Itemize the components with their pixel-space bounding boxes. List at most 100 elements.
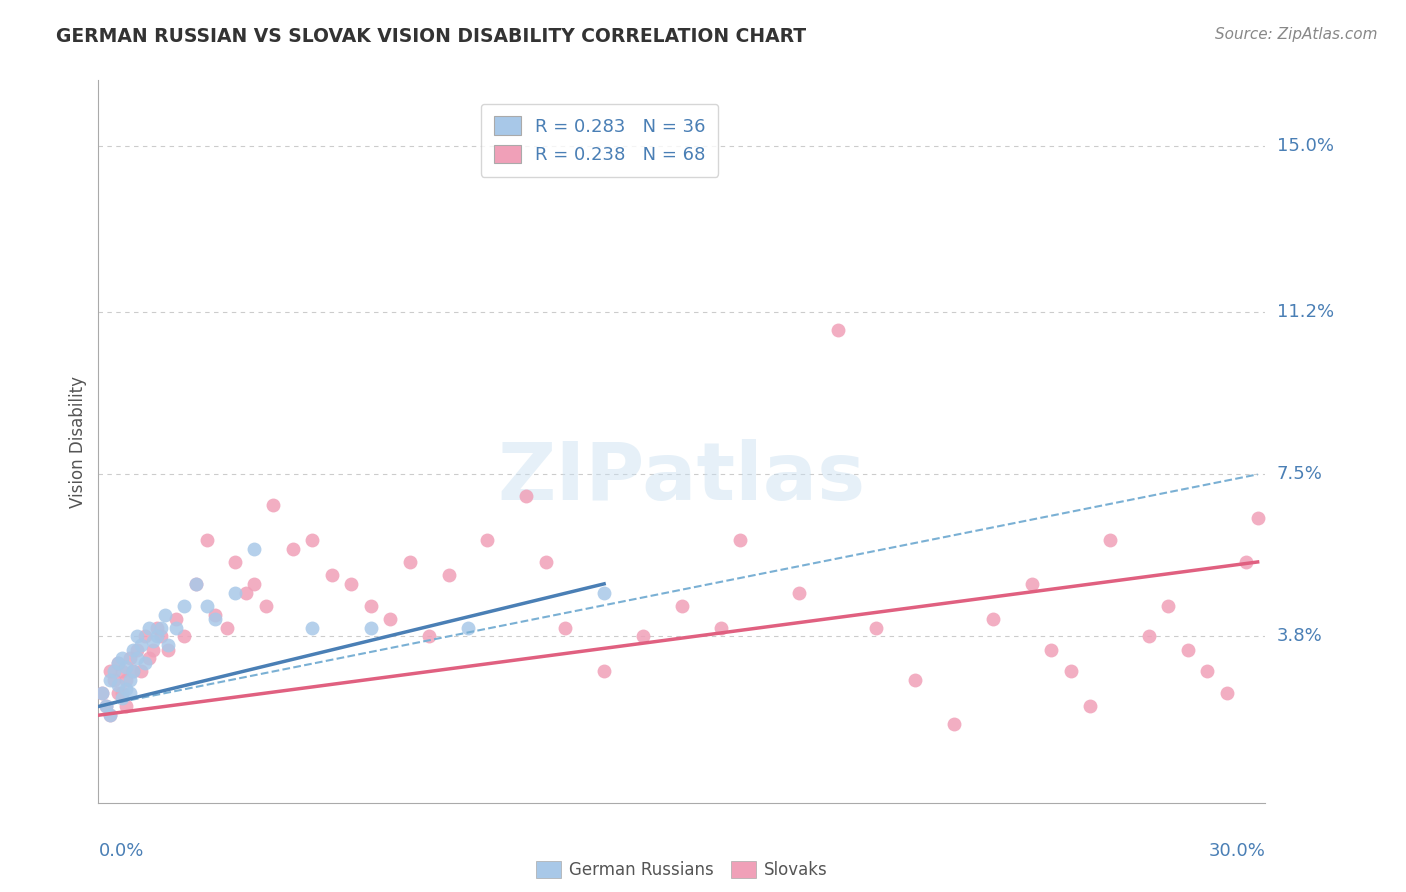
Point bbox=[1080, 699, 1102, 714]
Point bbox=[1215, 686, 1237, 700]
Point bbox=[98, 708, 121, 723]
Legend: German Russians, Slovaks: German Russians, Slovaks bbox=[529, 855, 835, 886]
Point bbox=[1040, 642, 1063, 657]
Text: 11.2%: 11.2% bbox=[1277, 303, 1334, 321]
Point bbox=[631, 629, 654, 643]
Point bbox=[1246, 511, 1268, 525]
Text: GERMAN RUSSIAN VS SLOVAK VISION DISABILITY CORRELATION CHART: GERMAN RUSSIAN VS SLOVAK VISION DISABILI… bbox=[56, 27, 807, 45]
Point bbox=[122, 665, 145, 679]
Point bbox=[114, 699, 136, 714]
Point bbox=[98, 665, 121, 679]
Point bbox=[165, 621, 187, 635]
Point bbox=[111, 690, 134, 705]
Point bbox=[118, 651, 141, 665]
Text: 0.0%: 0.0% bbox=[98, 842, 143, 860]
Point bbox=[281, 541, 304, 556]
Point bbox=[173, 629, 195, 643]
Point bbox=[360, 621, 382, 635]
Point bbox=[98, 708, 121, 723]
Point bbox=[91, 686, 114, 700]
Point bbox=[1060, 665, 1083, 679]
Point bbox=[437, 568, 460, 582]
Point bbox=[235, 585, 257, 599]
Point bbox=[943, 717, 966, 731]
Point bbox=[1098, 533, 1121, 547]
Point bbox=[184, 577, 207, 591]
Point bbox=[321, 568, 343, 582]
Point bbox=[301, 621, 323, 635]
Point bbox=[243, 577, 266, 591]
Point bbox=[865, 621, 887, 635]
Text: Source: ZipAtlas.com: Source: ZipAtlas.com bbox=[1215, 27, 1378, 42]
Text: ZIPatlas: ZIPatlas bbox=[498, 439, 866, 516]
Point bbox=[111, 651, 134, 665]
Point bbox=[134, 656, 156, 670]
Point bbox=[122, 665, 145, 679]
Point bbox=[107, 677, 129, 691]
Point bbox=[153, 607, 176, 622]
Point bbox=[243, 541, 266, 556]
Point bbox=[418, 629, 440, 643]
Point bbox=[457, 621, 479, 635]
Point bbox=[224, 585, 246, 599]
Text: 7.5%: 7.5% bbox=[1277, 466, 1323, 483]
Point bbox=[118, 686, 141, 700]
Point bbox=[127, 651, 149, 665]
Point bbox=[142, 633, 165, 648]
Point bbox=[98, 673, 121, 688]
Point bbox=[554, 621, 576, 635]
Point bbox=[1177, 642, 1199, 657]
Point bbox=[593, 665, 616, 679]
Point bbox=[1195, 665, 1218, 679]
Point bbox=[204, 607, 226, 622]
Y-axis label: Vision Disability: Vision Disability bbox=[69, 376, 87, 508]
Point bbox=[149, 629, 172, 643]
Point bbox=[477, 533, 499, 547]
Point bbox=[107, 656, 129, 670]
Point bbox=[91, 686, 114, 700]
Point bbox=[254, 599, 277, 613]
Point bbox=[1234, 555, 1257, 569]
Point bbox=[114, 660, 136, 674]
Point bbox=[114, 681, 136, 696]
Point bbox=[134, 629, 156, 643]
Point bbox=[1137, 629, 1160, 643]
Point bbox=[127, 642, 149, 657]
Point bbox=[114, 673, 136, 688]
Point bbox=[827, 323, 849, 337]
Point bbox=[215, 621, 238, 635]
Text: 30.0%: 30.0% bbox=[1209, 842, 1265, 860]
Point bbox=[262, 498, 284, 512]
Point bbox=[129, 665, 152, 679]
Text: 15.0%: 15.0% bbox=[1277, 137, 1333, 155]
Point bbox=[157, 638, 180, 652]
Point bbox=[96, 699, 118, 714]
Point bbox=[107, 686, 129, 700]
Point bbox=[787, 585, 810, 599]
Point bbox=[184, 577, 207, 591]
Point bbox=[671, 599, 693, 613]
Point bbox=[904, 673, 927, 688]
Point bbox=[340, 577, 363, 591]
Point bbox=[107, 656, 129, 670]
Point bbox=[146, 629, 169, 643]
Point bbox=[224, 555, 246, 569]
Point bbox=[138, 651, 160, 665]
Point bbox=[173, 599, 195, 613]
Point bbox=[122, 642, 145, 657]
Point bbox=[103, 665, 125, 679]
Point bbox=[534, 555, 557, 569]
Point bbox=[301, 533, 323, 547]
Point bbox=[195, 599, 218, 613]
Point bbox=[142, 642, 165, 657]
Point bbox=[103, 673, 125, 688]
Point bbox=[111, 665, 134, 679]
Point bbox=[360, 599, 382, 613]
Point bbox=[127, 629, 149, 643]
Point bbox=[710, 621, 733, 635]
Point bbox=[157, 642, 180, 657]
Point bbox=[1157, 599, 1180, 613]
Point bbox=[380, 612, 402, 626]
Point bbox=[96, 699, 118, 714]
Point bbox=[1021, 577, 1043, 591]
